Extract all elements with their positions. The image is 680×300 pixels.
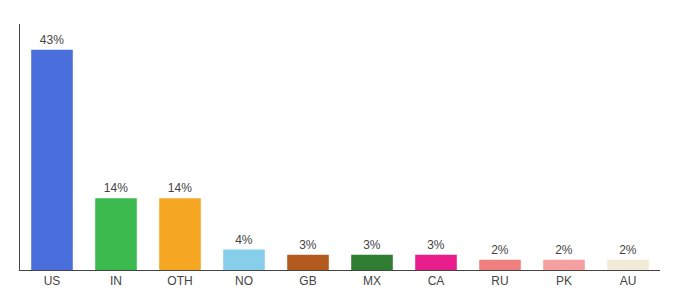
svg-text:4%: 4% <box>235 233 253 247</box>
svg-text:NO: NO <box>235 274 253 288</box>
svg-text:2%: 2% <box>555 243 573 257</box>
svg-text:14%: 14% <box>104 181 128 195</box>
svg-text:2%: 2% <box>619 243 637 257</box>
svg-text:2%: 2% <box>491 243 509 257</box>
svg-text:MX: MX <box>363 274 381 288</box>
svg-text:AU: AU <box>620 274 637 288</box>
svg-text:OTH: OTH <box>167 274 192 288</box>
svg-text:RU: RU <box>491 274 508 288</box>
svg-text:PK: PK <box>556 274 572 288</box>
svg-text:3%: 3% <box>299 238 317 252</box>
svg-text:GB: GB <box>299 274 316 288</box>
svg-text:3%: 3% <box>427 238 445 252</box>
svg-text:IN: IN <box>110 274 122 288</box>
svg-text:43%: 43% <box>40 33 64 47</box>
svg-text:3%: 3% <box>363 238 381 252</box>
svg-text:US: US <box>44 274 61 288</box>
svg-text:14%: 14% <box>168 181 192 195</box>
svg-text:CA: CA <box>428 274 445 288</box>
